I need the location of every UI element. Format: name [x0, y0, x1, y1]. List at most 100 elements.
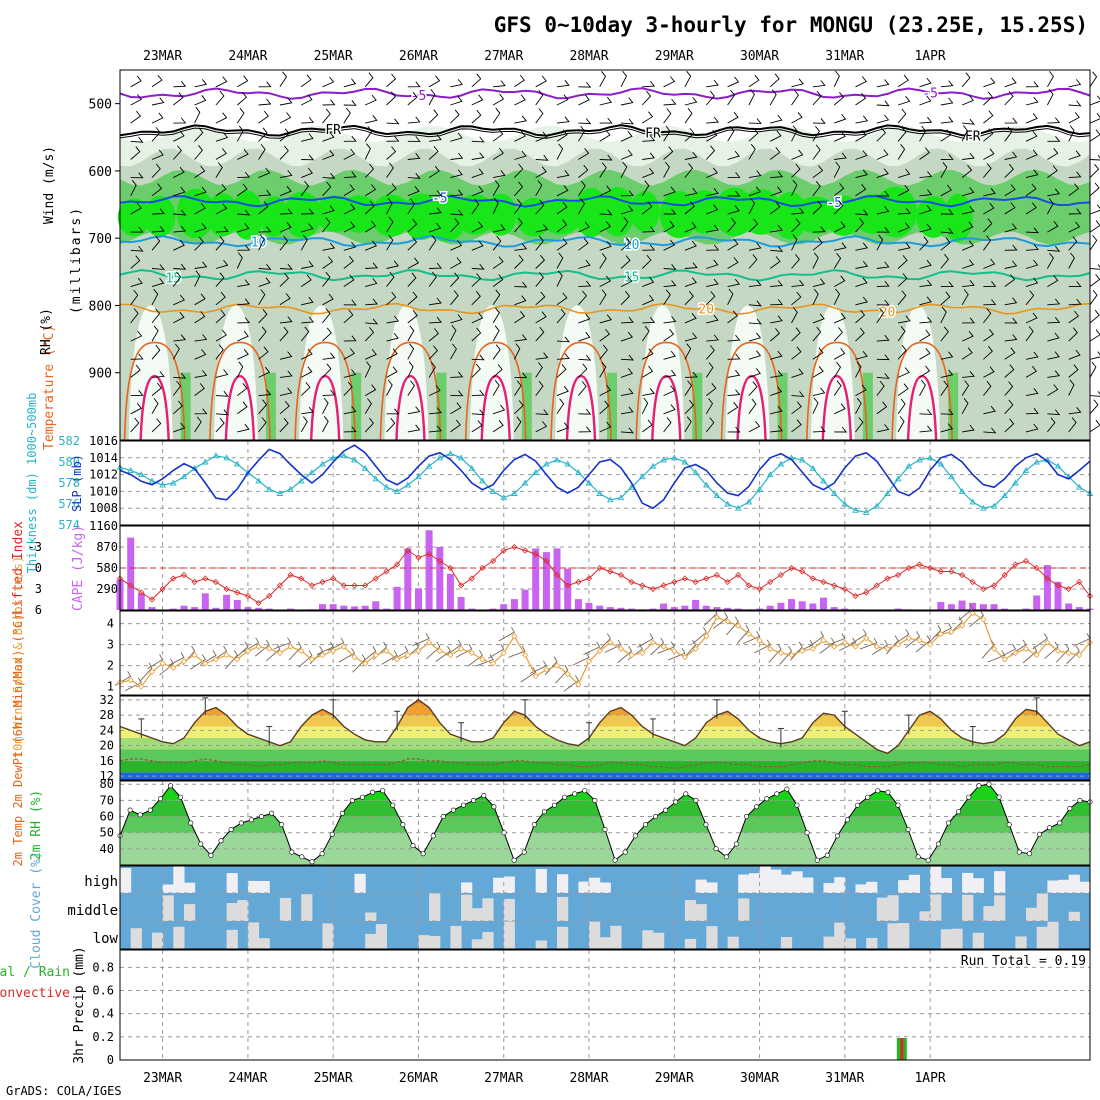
rh-point: [349, 797, 355, 803]
wind-barb: [706, 167, 718, 179]
wind-barb: [962, 280, 975, 288]
wind-barb-10m: [1066, 645, 1080, 665]
wind-barb-10m: [254, 639, 270, 657]
wind-barb: [983, 163, 992, 178]
wind-barb: [151, 97, 165, 106]
cloud-gap: [610, 925, 622, 949]
wind-barb: [812, 387, 826, 397]
cloud-gap: [461, 882, 473, 893]
wind-barb-10m: [885, 635, 899, 655]
li-point: [148, 596, 156, 603]
wind-barb: [983, 110, 994, 124]
cape-bar: [361, 605, 369, 610]
rh-core: [144, 195, 176, 238]
rh-point: [218, 838, 224, 844]
wind-barb: [727, 89, 736, 106]
contour-25: [720, 341, 783, 441]
cloud-gap: [695, 879, 707, 893]
wind-barb: [365, 240, 378, 251]
wind-speed-point: [340, 643, 347, 650]
rh-point: [430, 833, 436, 839]
wind-barb: [365, 94, 377, 106]
cloud-gap: [1036, 893, 1048, 921]
wind-barb: [1025, 244, 1039, 251]
rh-core: [685, 190, 723, 234]
wind-barb: [876, 114, 890, 124]
rh-clear-column: [469, 305, 514, 440]
wind-barb: [364, 220, 377, 233]
cloud-gap: [898, 880, 910, 893]
wind-barb: [492, 235, 502, 251]
cape-bar: [457, 597, 465, 610]
li-point: [266, 592, 273, 600]
wind-barb: [1047, 384, 1059, 396]
wind-barb: [535, 421, 548, 433]
thickness-point: [990, 502, 998, 509]
wind-barb: [855, 351, 868, 360]
wind-barb: [834, 242, 847, 251]
wind-barb: [620, 316, 634, 324]
wind-barb-10m: [455, 643, 473, 658]
wind-barb: [322, 76, 335, 88]
wind-speed-point: [713, 614, 720, 621]
wind-barb: [663, 289, 671, 306]
rh-point: [188, 820, 194, 826]
wind-barb: [450, 132, 463, 142]
wind-speed-point: [1076, 652, 1083, 659]
rh-point: [956, 809, 962, 815]
wind-barb: [173, 92, 184, 106]
wind-barb: [429, 425, 442, 433]
wind-speed-point: [308, 656, 315, 663]
wind-barb: [407, 343, 415, 360]
cloud-gap: [258, 881, 270, 893]
cape-bar: [1054, 581, 1062, 610]
li-tick-label: -3: [28, 540, 42, 554]
wind-barb: [514, 380, 522, 396]
wind-barb: [130, 364, 141, 378]
wind-barb: [983, 380, 992, 396]
wind-barb: [1004, 202, 1016, 215]
wind-barb: [450, 79, 464, 88]
wind-barb: [343, 171, 357, 179]
y-tick-label: 800: [89, 299, 112, 314]
wind-barb: [705, 145, 716, 160]
thickness-point: [798, 456, 806, 463]
wind-barb: [727, 402, 739, 415]
wind-barb: [578, 426, 592, 433]
wind-barb: [578, 118, 592, 125]
wind-barb: [343, 369, 357, 378]
wind-barb: [279, 235, 289, 251]
cape-bar: [340, 605, 348, 610]
li-point: [319, 578, 326, 586]
wind-barb: [727, 310, 738, 324]
wind-barb: [940, 237, 951, 251]
thickness-point: [500, 494, 507, 501]
wind-barb: [578, 180, 586, 197]
rh-point: [774, 791, 780, 797]
date-label-bottom: 28MAR: [569, 1071, 608, 1086]
wind-barb: [684, 399, 695, 415]
wind-barb-10m: [668, 647, 686, 661]
wind-barb-10m: [969, 610, 984, 628]
wind-barb: [898, 207, 911, 215]
cape-bar: [404, 548, 412, 610]
wind-barb: [684, 262, 698, 269]
cape-bar: [319, 604, 326, 610]
thickness-tick-label: 574: [58, 518, 80, 532]
wind-barb: [706, 130, 718, 142]
wind-barb: [556, 364, 567, 378]
date-label-bottom: 31MAR: [825, 1071, 864, 1086]
wind-barb: [279, 326, 289, 342]
rh-point: [642, 822, 648, 828]
li-point: [969, 578, 976, 586]
thickness-point: [884, 490, 891, 496]
li-point: [863, 589, 870, 596]
cloud-gap: [184, 904, 196, 921]
li-point: [991, 582, 998, 589]
ylabel-slp: SLP (mb): [70, 454, 84, 512]
wind-barb: [812, 90, 822, 106]
thickness-point: [553, 456, 561, 463]
wind-barb: [919, 259, 932, 269]
wind-barb: [599, 71, 607, 88]
wind-barb: [535, 166, 547, 178]
